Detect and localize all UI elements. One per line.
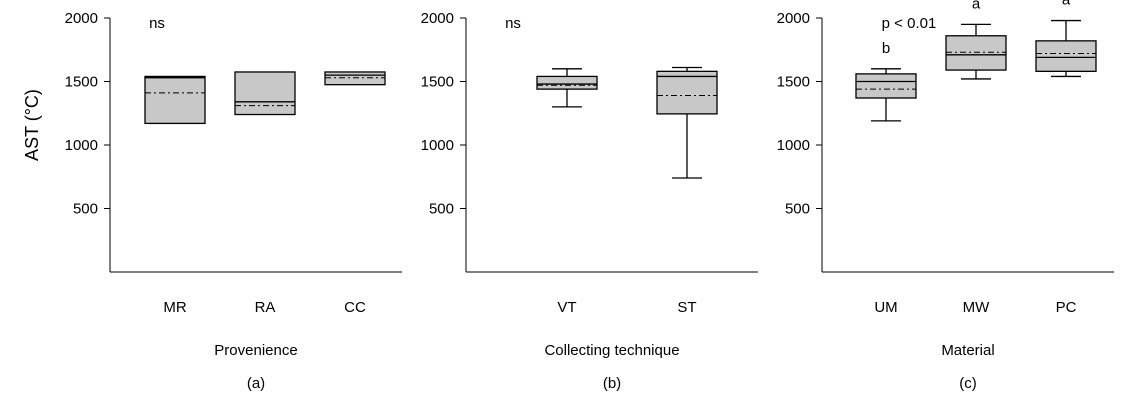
y-tick-label: 1500 — [421, 74, 454, 91]
x-tick-label: VT — [557, 299, 576, 316]
group-letter: a — [1062, 0, 1071, 9]
box-ST — [656, 66, 718, 179]
box-iqr — [144, 75, 206, 125]
y-tick-label: 1000 — [65, 137, 98, 154]
box-iqr — [945, 35, 1007, 71]
panel-label: (a) — [247, 375, 265, 392]
box-MW: a — [945, 0, 1007, 80]
y-tick-label: 2000 — [65, 10, 98, 27]
box-iqr — [234, 71, 296, 116]
box-iqr — [656, 70, 718, 115]
y-tick-label: 2000 — [777, 10, 810, 27]
x-tick-label: UM — [874, 299, 897, 316]
chart-panel-3: 500 1000 1500 2000 b UM a MW a PC Material (c) p < 0… — [777, 0, 1114, 392]
panel-label: (b) — [603, 375, 621, 392]
box-VT — [536, 68, 598, 108]
y-tick-label: 1500 — [65, 74, 98, 91]
x-axis-title: Collecting technique — [544, 342, 679, 359]
x-tick-label: MR — [163, 299, 186, 316]
box-UM: b — [855, 40, 917, 122]
chart-panel-1: 500 1000 1500 2000 MR RA CC Provenience (a) ns — [65, 10, 402, 392]
box-iqr — [324, 71, 386, 86]
box-iqr — [536, 75, 598, 90]
x-tick-label: CC — [344, 299, 366, 316]
box-RA — [234, 71, 296, 116]
chart-panel-2: 500 1000 1500 2000 VT ST Collecting technique (… — [421, 10, 758, 392]
x-tick-label: ST — [677, 299, 696, 316]
x-tick-label: MW — [963, 299, 990, 316]
significance-annotation: ns — [505, 15, 521, 32]
y-axis-title: AST (°C) — [22, 89, 42, 161]
group-letter: a — [972, 0, 981, 12]
x-tick-label: RA — [255, 299, 276, 316]
x-axis-title: Provenience — [214, 342, 297, 359]
significance-annotation: p < 0.01 — [882, 15, 937, 32]
box-PC: a — [1035, 0, 1097, 78]
box-iqr — [855, 73, 917, 99]
y-tick-label: 2000 — [421, 10, 454, 27]
y-tick-label: 1000 — [421, 137, 454, 154]
y-tick-label: 500 — [429, 201, 454, 218]
y-tick-label: 500 — [785, 201, 810, 218]
box-MR — [144, 75, 206, 125]
x-tick-label: PC — [1056, 299, 1077, 316]
box-iqr — [1035, 40, 1097, 72]
y-tick-label: 1500 — [777, 74, 810, 91]
panel-label: (c) — [959, 375, 977, 392]
significance-annotation: ns — [149, 15, 165, 32]
x-axis-title: Material — [941, 342, 994, 359]
box-CC — [324, 71, 386, 86]
group-letter: b — [882, 40, 890, 57]
y-tick-label: 1000 — [777, 137, 810, 154]
y-tick-label: 500 — [73, 201, 98, 218]
